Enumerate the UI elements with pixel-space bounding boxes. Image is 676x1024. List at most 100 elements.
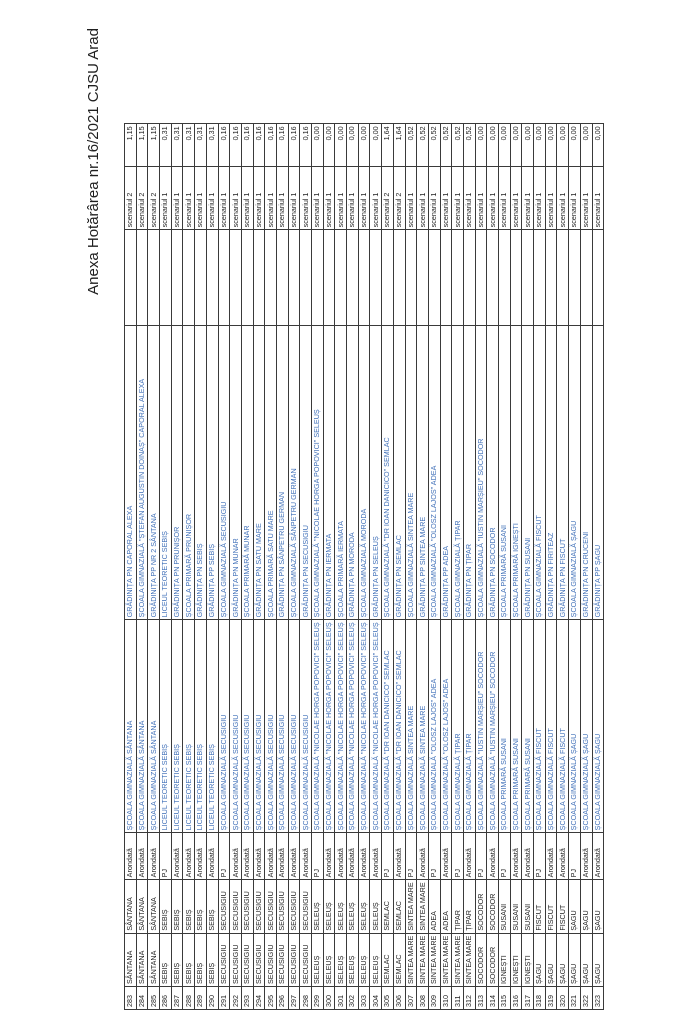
rate-value-cell: 0,31 bbox=[171, 123, 183, 167]
rate-value-cell: 1,15 bbox=[124, 123, 137, 167]
locality-cell: SELEUȘ bbox=[346, 933, 359, 987]
scenario-cell: scenariul 1 bbox=[346, 166, 359, 230]
scenario-cell: scenariul 1 bbox=[533, 166, 546, 230]
empty-cell bbox=[358, 229, 370, 326]
locality-cell: SOCODOR bbox=[475, 933, 487, 987]
table-row: 295 SECUSIGIU SECUSIGIU Arondată ȘCOALA GIMN… bbox=[264, 123, 277, 1010]
scenario-cell: scenariul 1 bbox=[334, 166, 347, 230]
scenario-cell: scenariul 1 bbox=[463, 166, 476, 230]
row-number-cell: 299 bbox=[311, 986, 324, 1010]
scenario-cell: scenariul 1 bbox=[416, 166, 429, 230]
uat-cell: SECUSIGIU bbox=[288, 879, 300, 934]
table-row: 287 SEBIȘ SEBIȘ Arondată LICEUL TEORETIC SEB… bbox=[171, 123, 183, 1010]
scenario-cell: scenariul 1 bbox=[405, 166, 417, 230]
legal-entity-cell: ȘCOALA GIMNAZIALĂ FISCUT bbox=[545, 619, 557, 833]
status-cell: Arondată bbox=[358, 832, 370, 880]
row-number-cell: 306 bbox=[393, 986, 405, 1010]
locality-cell: SÂNTANA bbox=[136, 933, 148, 987]
uat-cell: SELEUȘ bbox=[369, 879, 382, 934]
school-unit-cell: ȘCOALA GIMNAZIALĂ "OLOSZ LAJOS" ADEA bbox=[428, 325, 441, 620]
legal-entity-cell: ȘCOALA GIMNAZIALĂ SINTEA MARE bbox=[416, 619, 429, 833]
legal-entity-cell: ȘCOALA GIMNAZIALĂ ȘAGU bbox=[592, 619, 604, 833]
locality-cell: SINTEA MARE bbox=[463, 933, 476, 987]
legal-entity-cell: ȘCOALA PRIMARĂ SUSANI bbox=[510, 619, 522, 833]
status-cell: Arondată bbox=[556, 832, 569, 880]
empty-cell bbox=[568, 229, 581, 326]
status-cell: Arondată bbox=[182, 832, 195, 880]
scenario-cell: scenariul 1 bbox=[358, 166, 370, 230]
uat-cell: ȘAGU bbox=[568, 879, 581, 934]
status-cell: Arondată bbox=[206, 832, 218, 880]
empty-cell bbox=[475, 229, 487, 326]
school-unit-cell: ȘCOALA PRIMARĂ MUNAR bbox=[241, 325, 254, 620]
scenario-cell: scenariul 1 bbox=[498, 166, 511, 230]
empty-cell bbox=[264, 229, 277, 326]
table-row: 286 SEBIȘ SEBIȘ PJ LICEUL TEORETIC SEBIȘ LICE… bbox=[159, 123, 172, 1010]
scenario-cell: scenariul 1 bbox=[206, 166, 218, 230]
locality-cell: SECUSIGIU bbox=[276, 933, 289, 987]
rate-value-cell: 0,16 bbox=[218, 123, 230, 167]
rate-value-cell: 0,00 bbox=[475, 123, 487, 167]
status-cell: Arondată bbox=[580, 832, 592, 880]
uat-cell: SEBIȘ bbox=[182, 879, 195, 934]
locality-cell: SELEUȘ bbox=[358, 933, 370, 987]
legal-entity-cell: LICEUL TEORETIC SEBIȘ bbox=[194, 619, 207, 833]
uat-cell: SELEUȘ bbox=[358, 879, 370, 934]
school-unit-cell: GRĂDINIȚA PN MUNAR bbox=[229, 325, 242, 620]
rate-value-cell: 0,00 bbox=[334, 123, 347, 167]
locality-cell: SÂNTANA bbox=[147, 933, 160, 987]
locality-cell: SINTEA MARE bbox=[428, 933, 441, 987]
status-cell: Arondată bbox=[276, 832, 289, 880]
row-number-cell: 318 bbox=[533, 986, 546, 1010]
table-row: 317 IGNEȘTI SUSANI Arondată ȘCOALA PRIMARĂ S… bbox=[521, 123, 534, 1010]
status-cell: Arondată bbox=[346, 832, 359, 880]
legal-entity-cell: ȘCOALA GIMNAZIALĂ "NICOLAE HORGA POPOVIC… bbox=[369, 619, 382, 833]
empty-cell bbox=[334, 229, 347, 326]
status-cell: Arondată bbox=[486, 832, 499, 880]
school-unit-cell: ȘCOALA GIMNAZIALĂ SINTEA MARE bbox=[405, 325, 417, 620]
locality-cell: IGNEȘTI bbox=[510, 933, 522, 987]
rate-value-cell: 0,00 bbox=[521, 123, 534, 167]
uat-cell: SECUSIGIU bbox=[264, 879, 277, 934]
school-unit-cell: ȘCOALA GIMNAZIALĂ "NICOLAE HORGA POPOVIC… bbox=[311, 325, 324, 620]
empty-cell bbox=[451, 229, 464, 326]
scenario-cell: scenariul 1 bbox=[580, 166, 592, 230]
table-row: 291 SECUSIGIU SECUSIGIU PJ ȘCOALA GIMNAZIALĂ… bbox=[218, 123, 230, 1010]
legal-entity-cell: ȘCOALA GIMNAZIALĂ "IUSTIN MARȘIEU" SOCOD… bbox=[475, 619, 487, 833]
empty-cell bbox=[440, 229, 452, 326]
status-cell: Arondată bbox=[463, 832, 476, 880]
locality-cell: IGNEȘTI bbox=[498, 933, 511, 987]
rate-value-cell: 0,52 bbox=[451, 123, 464, 167]
row-number-cell: 295 bbox=[264, 986, 277, 1010]
scenario-cell: scenariul 1 bbox=[428, 166, 441, 230]
locality-cell: SOCODOR bbox=[486, 933, 499, 987]
legal-entity-cell: ȘCOALA GIMNAZIALĂ SECUSIGIU bbox=[299, 619, 312, 833]
status-cell: Arondată bbox=[253, 832, 265, 880]
uat-cell: ȘAGU bbox=[592, 879, 604, 934]
status-cell: Arondată bbox=[416, 832, 429, 880]
status-cell: PJ bbox=[568, 832, 581, 880]
legal-entity-cell: ȘCOALA GIMNAZIALĂ FISCUT bbox=[533, 619, 546, 833]
legal-entity-cell: ȘCOALA GIMNAZIALĂ SÂNTANA bbox=[136, 619, 148, 833]
rate-value-cell: 1,64 bbox=[381, 123, 394, 167]
locality-cell: SEBIȘ bbox=[194, 933, 207, 987]
rate-value-cell: 0,52 bbox=[405, 123, 417, 167]
row-number-cell: 309 bbox=[428, 986, 441, 1010]
school-unit-cell: GRĂDINIȚA PN MORODA bbox=[346, 325, 359, 620]
rate-value-cell: 0,00 bbox=[369, 123, 382, 167]
rate-value-cell: 0,52 bbox=[440, 123, 452, 167]
status-cell: Arondată bbox=[241, 832, 254, 880]
allocation-table: 283 SÂNTANA SÂNTANA Arondată ȘCOALA GIMNAZIA… bbox=[124, 123, 604, 1010]
uat-cell: SECUSIGIU bbox=[253, 879, 265, 934]
legal-entity-cell: ȘCOALA GIMNAZIALĂ "NICOLAE HORGA POPOVIC… bbox=[311, 619, 324, 833]
school-unit-cell: GRĂDINIȚA PN CRUCENI bbox=[580, 325, 592, 620]
legal-entity-cell: ȘCOALA GIMNAZIALĂ SECUSIGIU bbox=[276, 619, 289, 833]
rate-value-cell: 1,15 bbox=[147, 123, 160, 167]
row-number-cell: 290 bbox=[206, 986, 218, 1010]
legal-entity-cell: ȘCOALA GIMNAZIALĂ ȘAGU bbox=[580, 619, 592, 833]
status-cell: Arondată bbox=[545, 832, 557, 880]
locality-cell: ȘAGU bbox=[580, 933, 592, 987]
scenario-cell: scenariul 1 bbox=[556, 166, 569, 230]
empty-cell bbox=[463, 229, 476, 326]
scenario-cell: scenariul 1 bbox=[171, 166, 183, 230]
